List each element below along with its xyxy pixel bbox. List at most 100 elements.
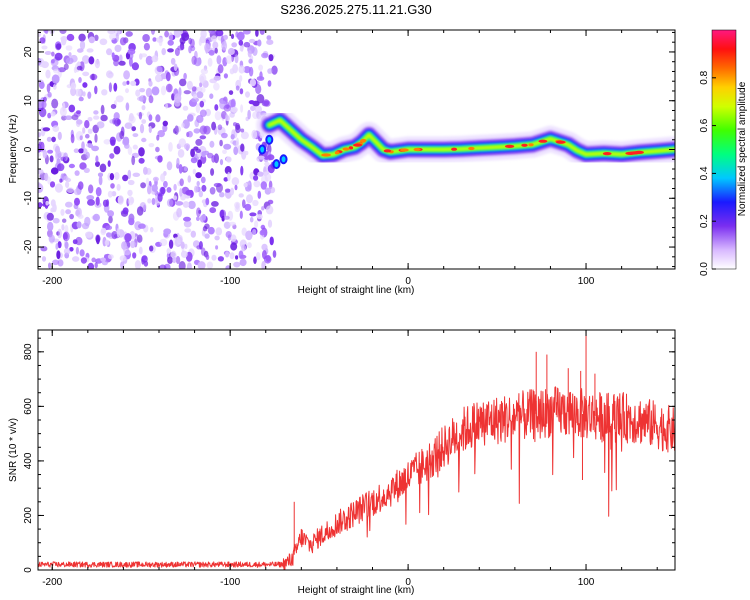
noise-speckle — [164, 30, 170, 38]
noise-speckle — [66, 187, 75, 194]
noise-speckle — [116, 183, 121, 191]
noise-speckle — [143, 166, 148, 175]
noise-speckle — [188, 45, 192, 54]
noise-speckle — [94, 85, 98, 95]
noise-speckle — [78, 96, 84, 102]
noise-speckle — [47, 112, 52, 119]
noise-speckle — [57, 228, 62, 239]
noise-speckle — [38, 152, 42, 157]
noise-speckle — [74, 197, 80, 206]
noise-speckle — [88, 56, 95, 65]
noise-speckle — [239, 75, 243, 82]
noise-speckle — [135, 89, 141, 97]
noise-speckle — [227, 171, 231, 182]
noise-speckle — [145, 87, 153, 98]
noise-speckle — [113, 145, 121, 155]
noise-speckle — [207, 226, 215, 235]
noise-speckle — [44, 51, 52, 55]
noise-speckle — [258, 64, 263, 71]
noise-speckle — [79, 162, 87, 170]
noise-speckle — [166, 161, 173, 171]
snr-ytick-label: 400 — [23, 452, 34, 469]
noise-speckle — [42, 127, 51, 132]
noise-speckle — [179, 178, 184, 187]
noise-speckle — [167, 39, 174, 46]
noise-speckle — [79, 249, 85, 257]
noise-speckle — [55, 43, 62, 50]
noise-speckle — [78, 77, 82, 83]
noise-speckle — [190, 157, 198, 164]
noise-speckle — [86, 195, 95, 201]
spectrogram-ytick-label: -20 — [23, 239, 34, 254]
noise-speckle — [166, 187, 172, 193]
noise-speckle — [57, 241, 62, 249]
noise-speckle — [147, 185, 152, 195]
noise-speckle — [247, 109, 251, 120]
noise-speckle — [115, 32, 119, 42]
noise-speckle — [198, 190, 203, 198]
noise-speckle — [219, 192, 225, 198]
noise-speckle — [247, 50, 252, 58]
noise-speckle — [114, 172, 120, 180]
noise-speckle — [109, 136, 116, 145]
noise-speckle — [48, 234, 55, 243]
noise-speckle — [230, 98, 236, 109]
signal-hotspot — [400, 148, 409, 152]
noise-speckle — [235, 124, 241, 134]
signal-hotspot — [359, 139, 366, 143]
noise-speckle — [230, 242, 238, 251]
noise-speckle — [139, 123, 145, 134]
noise-speckle — [130, 240, 136, 249]
noise-speckle — [38, 132, 41, 138]
noise-speckle — [141, 255, 148, 263]
noise-speckle — [187, 130, 193, 138]
noise-speckle — [142, 34, 150, 42]
noise-speckle — [265, 254, 271, 262]
noise-speckle — [91, 145, 99, 152]
noise-speckle — [61, 224, 65, 231]
noise-speckle — [52, 125, 60, 132]
noise-speckle — [262, 99, 270, 106]
noise-speckle — [100, 227, 107, 234]
noise-speckle — [57, 259, 64, 267]
noise-speckle — [183, 220, 192, 228]
noise-speckle — [39, 107, 47, 118]
noise-speckle — [223, 34, 228, 40]
noise-speckle — [91, 73, 95, 81]
noise-speckle — [261, 243, 268, 251]
noise-speckle — [243, 182, 248, 188]
noise-speckle — [101, 89, 108, 96]
noise-speckle — [139, 88, 146, 93]
noise-speckle — [47, 221, 54, 232]
noise-speckle — [119, 130, 125, 140]
noise-speckle — [240, 104, 244, 113]
noise-speckle — [217, 124, 223, 131]
noise-speckle — [204, 233, 210, 239]
noise-speckle — [199, 75, 205, 84]
noise-speckle — [141, 119, 147, 124]
signal-blob — [265, 134, 274, 145]
snr-ytick-label: 600 — [23, 398, 34, 415]
noise-speckle — [38, 169, 44, 175]
noise-speckle — [125, 102, 130, 111]
noise-speckle — [124, 142, 130, 149]
noise-speckle — [184, 228, 192, 233]
noise-speckle — [138, 157, 145, 164]
noise-speckle — [123, 70, 130, 80]
noise-speckle — [38, 143, 42, 153]
noise-speckle — [219, 139, 223, 147]
noise-speckle — [269, 236, 274, 246]
noise-speckle — [163, 180, 168, 188]
noise-speckle — [259, 229, 265, 236]
noise-speckle — [59, 30, 67, 34]
noise-speckle — [209, 140, 215, 148]
noise-speckle — [54, 183, 63, 193]
noise-speckle — [55, 243, 59, 250]
noise-speckle — [201, 151, 206, 158]
noise-speckle — [127, 189, 133, 197]
noise-speckle — [214, 47, 218, 54]
noise-speckle — [158, 38, 163, 47]
noise-speckle — [157, 130, 165, 138]
noise-speckle — [174, 125, 179, 135]
